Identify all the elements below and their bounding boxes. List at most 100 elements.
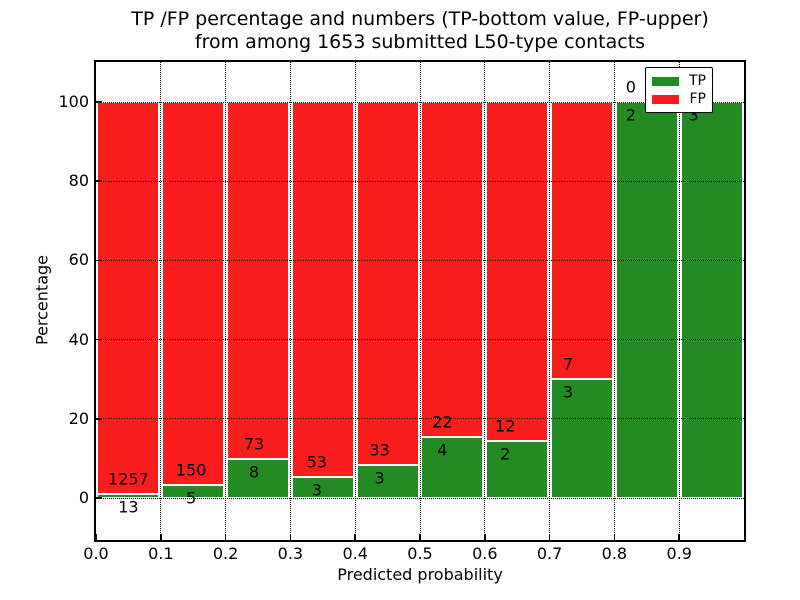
- fp-count-label: 1257: [108, 469, 149, 489]
- x-tick-label: 0.4: [342, 544, 368, 563]
- axis-spine-bottom: [94, 540, 746, 542]
- fp-count-label: 12: [495, 416, 516, 436]
- fp-bar-segment: [227, 102, 289, 459]
- fp-legend-label: FP: [689, 91, 707, 107]
- x-axis-label: Predicted probability: [337, 565, 503, 584]
- x-gridline: [419, 62, 421, 541]
- tp-count-label: 2: [500, 444, 511, 464]
- x-gridline: [613, 62, 615, 541]
- tp-count-label: 5: [186, 488, 197, 508]
- axis-spine-right: [744, 60, 746, 542]
- y-gridline: [96, 180, 744, 182]
- x-tick-label: 0.7: [536, 544, 563, 563]
- legend-entry-fp: FP: [652, 91, 706, 107]
- x-tick: [289, 534, 292, 540]
- x-gridline: [549, 62, 551, 541]
- fp-bar-segment: [162, 102, 225, 486]
- tp-bar-segment: [356, 465, 419, 498]
- x-tick-label: 0.2: [212, 544, 239, 563]
- axis-spine-top: [94, 60, 746, 62]
- fp-count-label: 0: [625, 77, 636, 97]
- y-gridline: [96, 339, 744, 341]
- fp-bar-segment: [291, 102, 354, 477]
- legend: TP FP: [645, 67, 713, 113]
- tp-count-label: 4: [437, 440, 448, 460]
- x-tick: [224, 534, 227, 540]
- fp-count-label: 7: [562, 354, 574, 374]
- tp-count-label: 3: [311, 480, 322, 500]
- legend-entry-tp: TP: [652, 73, 706, 89]
- fp-count-label: 73: [243, 434, 265, 454]
- x-gridline: [160, 62, 162, 541]
- tp-bar-segment: [486, 441, 549, 498]
- y-tick-label: 40: [68, 329, 89, 349]
- x-tick-label: 0.0: [83, 544, 109, 563]
- x-tick: [678, 534, 680, 540]
- chart-title-line2: from among 1653 submitted L50-type conta…: [194, 31, 646, 53]
- tp-bar-segment: [615, 102, 678, 498]
- tp-bar-segment: [291, 476, 354, 498]
- x-tick-label: 0.8: [601, 544, 628, 563]
- y-tick: [96, 338, 102, 341]
- fp-count-label: 33: [369, 440, 390, 460]
- tp-bar-segment: [680, 102, 743, 498]
- x-tick: [95, 534, 97, 540]
- tp-legend-swatch: [652, 76, 679, 86]
- x-tick: [354, 534, 356, 540]
- tp-count-label: 8: [248, 462, 260, 482]
- fp-bar-segment: [486, 102, 549, 442]
- y-gridline: [96, 101, 744, 103]
- y-tick-label: 60: [68, 250, 89, 270]
- y-tick-label: 20: [68, 408, 89, 428]
- tp-bar-segment: [421, 437, 484, 498]
- y-gridline: [96, 497, 744, 499]
- fp-bar-segment: [421, 102, 484, 438]
- tp-bar-segment: [162, 485, 225, 498]
- y-gridline: [96, 418, 744, 420]
- x-tick-label: 0.1: [148, 544, 174, 563]
- x-tick-label: 0.9: [666, 544, 692, 563]
- x-tick: [613, 534, 616, 540]
- x-tick-label: 0.5: [407, 544, 433, 563]
- tp-bar-segment: [551, 379, 613, 498]
- x-tick-label: 0.3: [277, 544, 304, 563]
- chart-title-line1: TP /FP percentage and numbers (TP-bottom…: [131, 8, 709, 30]
- x-gridline: [354, 62, 356, 541]
- tp-count-label: 3: [562, 382, 574, 402]
- y-gridline: [96, 259, 744, 261]
- tp-count-label: 13: [118, 497, 139, 517]
- tp-count-label: 2: [625, 105, 636, 125]
- x-tick: [160, 534, 162, 540]
- x-tick: [419, 534, 421, 540]
- y-tick: [96, 418, 102, 420]
- x-gridline: [678, 62, 680, 541]
- x-tick: [484, 534, 486, 540]
- tp-legend-label: TP: [689, 73, 706, 89]
- chart-title: TP /FP percentage and numbers (TP-bottom…: [96, 8, 744, 54]
- y-tick: [96, 259, 102, 262]
- y-tick: [96, 497, 102, 499]
- y-tick: [96, 180, 102, 182]
- x-gridline: [484, 62, 486, 541]
- axis-spine-left: [94, 60, 96, 542]
- y-tick-label: 0: [78, 488, 89, 507]
- y-tick-label: 80: [68, 171, 89, 191]
- fp-bar-segment: [551, 102, 613, 380]
- tp-count-label: 3: [374, 468, 385, 488]
- y-tick-label: 100: [58, 92, 89, 111]
- tp-count-label: 3: [688, 105, 699, 125]
- tp-bar-segment: [227, 458, 289, 498]
- tp-bar-segment: [97, 493, 160, 498]
- fp-bar-segment: [97, 102, 160, 494]
- x-gridline: [225, 62, 227, 541]
- x-tick-label: 0.6: [472, 544, 498, 563]
- fp-bar-segment: [356, 102, 419, 465]
- x-tick: [548, 534, 551, 540]
- fp-legend-swatch: [652, 94, 679, 104]
- fp-count-label: 150: [175, 460, 207, 480]
- fp-count-label: 22: [432, 412, 453, 432]
- y-tick: [96, 101, 102, 103]
- fp-count-label: 53: [306, 452, 327, 472]
- x-gridline: [289, 62, 291, 541]
